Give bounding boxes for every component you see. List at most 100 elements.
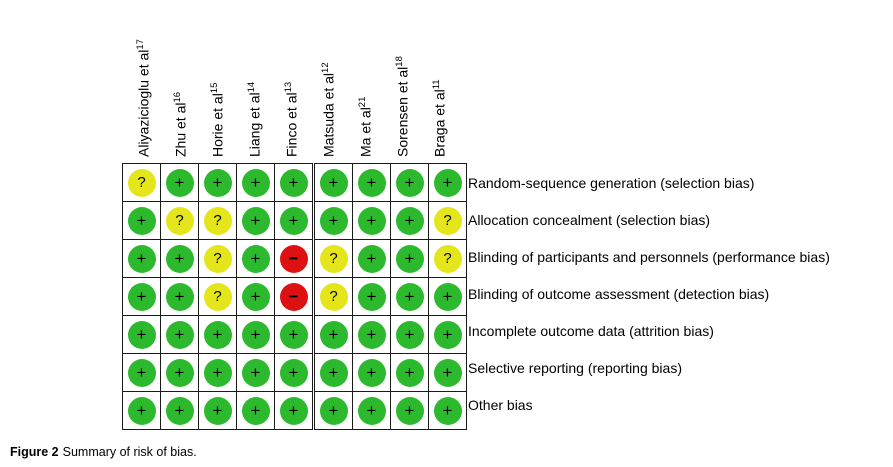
low-risk-icon: + <box>319 206 348 235</box>
grid-cell: + <box>274 353 314 392</box>
grid-cell: + <box>236 239 275 278</box>
figure-caption-label: Figure 2 <box>10 445 59 459</box>
citation-superscript: 16 <box>171 91 183 103</box>
unclear-risk-icon: ? <box>203 206 232 235</box>
low-risk-icon: + <box>203 396 232 425</box>
low-risk-icon: + <box>319 396 348 425</box>
low-risk-icon: + <box>279 168 308 197</box>
grid-cell: + <box>236 315 275 354</box>
low-risk-icon: + <box>165 358 194 387</box>
grid-cell: + <box>236 277 275 316</box>
grid-cell: + <box>122 353 161 392</box>
citation-superscript: 13 <box>282 81 294 93</box>
grid-row: +?? + + + + +? <box>122 201 467 240</box>
study-header: Matsuda et al12 <box>319 62 337 157</box>
low-risk-icon: + <box>395 282 424 311</box>
grid-row: + +? + −? + +? <box>122 239 467 278</box>
grid-cell: + <box>160 391 199 430</box>
grid-cell: ? <box>312 239 353 278</box>
grid-cell: + <box>122 201 161 240</box>
grid-cell: + <box>390 239 429 278</box>
low-risk-icon: + <box>395 244 424 273</box>
grid-cell: + <box>428 163 467 202</box>
low-risk-icon: + <box>395 206 424 235</box>
low-risk-icon: + <box>357 358 386 387</box>
unclear-risk-icon: ? <box>203 244 232 273</box>
low-risk-icon: + <box>165 282 194 311</box>
grid-cell: + <box>312 163 353 202</box>
high-risk-icon: − <box>279 244 308 273</box>
grid-row: + + + + + + + + + <box>122 315 467 354</box>
grid-row: + + + + + + + + + <box>122 391 467 430</box>
low-risk-icon: + <box>395 396 424 425</box>
study-header: Zhu et al16 <box>171 91 189 157</box>
bias-row-label: Incomplete outcome data (attrition bias) <box>468 322 714 339</box>
bias-row-label: Random-sequence generation (selection bi… <box>468 174 755 191</box>
grid-cell: + <box>352 353 391 392</box>
low-risk-icon: + <box>433 282 462 311</box>
grid-cell: + <box>312 201 353 240</box>
grid-cell: ? <box>428 239 467 278</box>
grid-cell: + <box>160 353 199 392</box>
grid-cell: + <box>160 277 199 316</box>
unclear-risk-icon: ? <box>127 168 156 197</box>
grid-cell: + <box>122 277 161 316</box>
low-risk-icon: + <box>127 206 156 235</box>
unclear-risk-icon: ? <box>433 206 462 235</box>
citation-superscript: 21 <box>356 96 368 108</box>
grid-cell: + <box>274 391 314 430</box>
grid-cell: + <box>352 315 391 354</box>
grid-cell: + <box>428 391 467 430</box>
study-header: Braga et al11 <box>430 79 448 157</box>
unclear-risk-icon: ? <box>319 244 348 273</box>
unclear-risk-icon: ? <box>165 206 194 235</box>
bias-row-label: Blinding of participants and personnels … <box>468 248 830 265</box>
low-risk-icon: + <box>395 168 424 197</box>
low-risk-icon: + <box>357 206 386 235</box>
grid-cell: + <box>274 163 314 202</box>
low-risk-icon: + <box>203 168 232 197</box>
grid-cell: ? <box>312 277 353 316</box>
grid-cell: ? <box>160 201 199 240</box>
grid-cell: + <box>390 353 429 392</box>
grid-cell: + <box>352 277 391 316</box>
low-risk-icon: + <box>357 244 386 273</box>
grid-cell: + <box>312 315 353 354</box>
bias-row-label: Other bias <box>468 396 533 413</box>
grid-cell: + <box>198 315 237 354</box>
grid-cell: − <box>274 277 314 316</box>
grid-row: + +? + −? + + + <box>122 277 467 316</box>
grid-cell: + <box>122 315 161 354</box>
grid-cell: + <box>312 353 353 392</box>
grid-cell: + <box>352 239 391 278</box>
low-risk-icon: + <box>165 396 194 425</box>
grid-cell: ? <box>198 201 237 240</box>
unclear-risk-icon: ? <box>203 282 232 311</box>
grid-cell: + <box>236 201 275 240</box>
grid-cell: + <box>160 315 199 354</box>
bias-row-label: Selective reporting (reporting bias) <box>468 359 682 376</box>
figure-caption: Figure 2 Summary of risk of bias. <box>10 445 197 459</box>
low-risk-icon: + <box>357 282 386 311</box>
grid-cell: ? <box>122 163 161 202</box>
low-risk-icon: + <box>165 320 194 349</box>
study-header: Ma et al21 <box>356 96 374 157</box>
low-risk-icon: + <box>395 320 424 349</box>
low-risk-icon: + <box>203 358 232 387</box>
grid-cell: + <box>160 163 199 202</box>
low-risk-icon: + <box>241 396 270 425</box>
low-risk-icon: + <box>127 282 156 311</box>
grid-cell: + <box>198 391 237 430</box>
grid-cell: + <box>274 315 314 354</box>
low-risk-icon: + <box>357 396 386 425</box>
low-risk-icon: + <box>203 320 232 349</box>
grid-cell: + <box>312 391 353 430</box>
grid-cell: + <box>390 163 429 202</box>
low-risk-icon: + <box>319 358 348 387</box>
study-header: Liang et al14 <box>245 81 263 157</box>
low-risk-icon: + <box>357 320 386 349</box>
low-risk-icon: + <box>433 320 462 349</box>
study-header: Horie et al15 <box>208 82 226 157</box>
unclear-risk-icon: ? <box>433 244 462 273</box>
